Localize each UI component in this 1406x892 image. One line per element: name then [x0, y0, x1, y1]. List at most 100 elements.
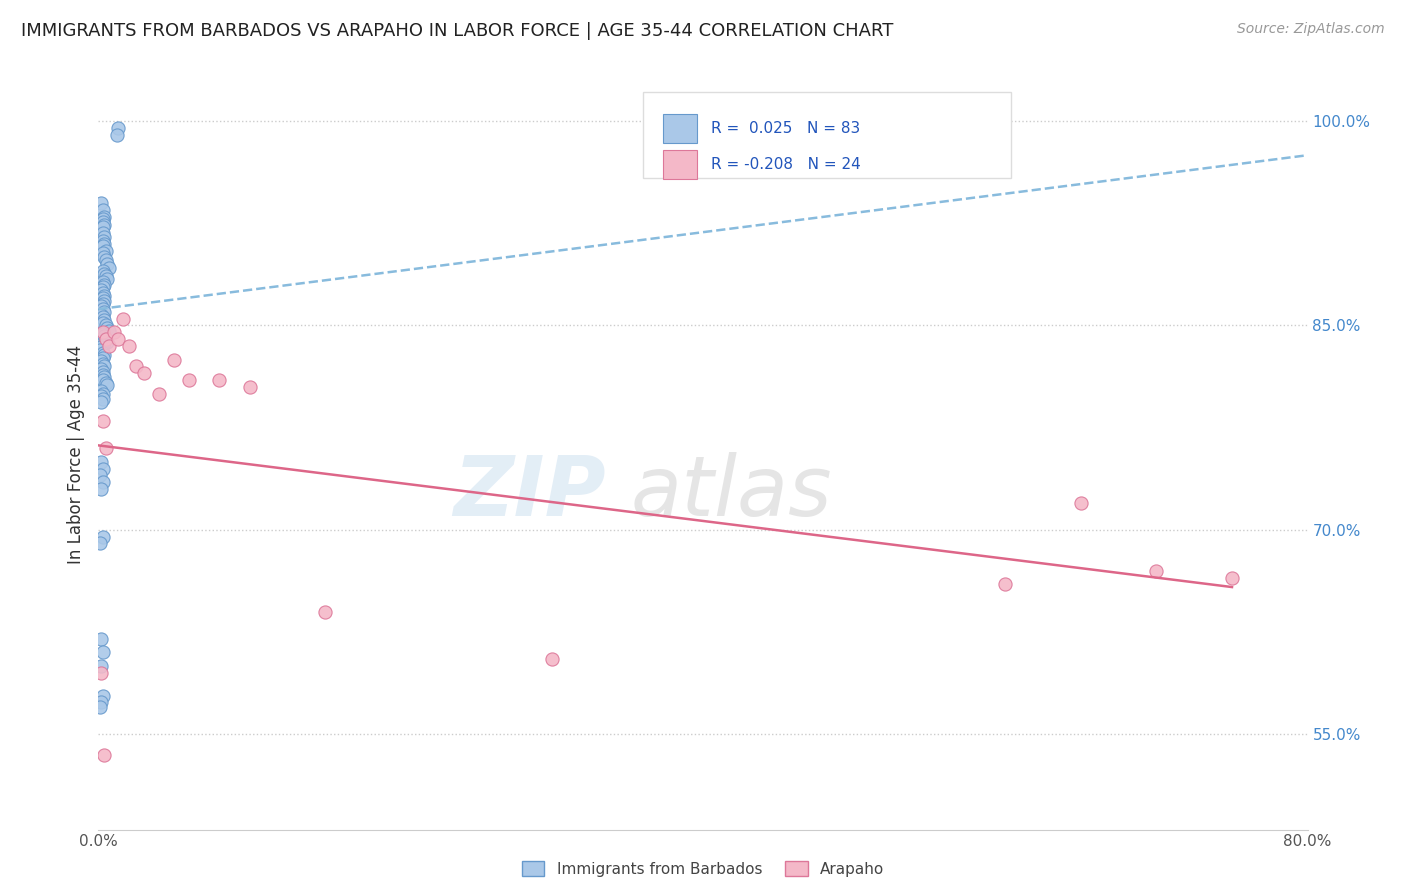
Point — [90, 308, 112, 322]
Point — [90, 482, 112, 496]
Point — [93, 277, 115, 292]
Point — [91, 475, 114, 490]
Point — [90, 694, 112, 708]
Point — [91, 226, 114, 240]
Point — [93, 218, 115, 232]
Point — [90, 665, 112, 680]
Point — [94, 376, 117, 390]
Point — [1144, 564, 1167, 578]
Point — [91, 264, 114, 278]
Point — [93, 349, 115, 363]
Point — [107, 120, 129, 135]
Point — [96, 272, 118, 286]
Point — [90, 354, 112, 368]
Point — [91, 246, 114, 260]
Point — [91, 291, 114, 305]
Text: ZIP: ZIP — [454, 452, 606, 533]
Point — [90, 389, 112, 403]
Point — [93, 236, 115, 251]
Text: IMMIGRANTS FROM BARBADOS VS ARAPAHO IN LABOR FORCE | AGE 35-44 CORRELATION CHART: IMMIGRANTS FROM BARBADOS VS ARAPAHO IN L… — [21, 22, 893, 40]
Point — [540, 652, 562, 666]
Point — [90, 340, 112, 354]
Point — [91, 285, 114, 300]
FancyBboxPatch shape — [643, 92, 1011, 178]
Point — [91, 302, 114, 317]
Point — [91, 326, 114, 341]
Point — [91, 234, 114, 248]
Point — [93, 359, 115, 374]
Point — [91, 239, 114, 253]
Point — [94, 332, 117, 346]
Point — [118, 339, 141, 353]
Point — [90, 283, 112, 297]
Point — [93, 313, 115, 327]
Point — [91, 337, 114, 351]
Point — [91, 275, 114, 289]
Point — [91, 414, 114, 428]
Point — [91, 326, 114, 340]
Bar — [664, 150, 697, 178]
Point — [91, 645, 114, 659]
Text: atlas: atlas — [630, 452, 832, 533]
Text: R =  0.025   N = 83: R = 0.025 N = 83 — [711, 120, 860, 136]
Point — [91, 351, 114, 366]
Point — [91, 220, 114, 235]
Point — [103, 326, 125, 340]
Point — [179, 373, 201, 387]
Point — [91, 386, 114, 401]
Point — [91, 280, 114, 294]
Point — [89, 536, 111, 550]
Point — [93, 267, 115, 281]
Point — [90, 659, 112, 673]
Point — [1070, 495, 1092, 509]
Point — [90, 455, 112, 469]
Legend: Immigrants from Barbados, Arapaho: Immigrants from Barbados, Arapaho — [513, 853, 893, 884]
Point — [93, 329, 115, 343]
Text: Source: ZipAtlas.com: Source: ZipAtlas.com — [1237, 22, 1385, 37]
Point — [93, 293, 115, 308]
Point — [96, 378, 118, 392]
Point — [105, 128, 128, 142]
Point — [93, 210, 115, 224]
Point — [91, 373, 114, 387]
Point — [132, 366, 155, 380]
Y-axis label: In Labor Force | Age 35-44: In Labor Force | Age 35-44 — [66, 345, 84, 565]
Point — [111, 311, 134, 326]
Point — [314, 605, 336, 619]
Point — [94, 253, 117, 268]
Point — [93, 288, 115, 302]
Point — [90, 300, 112, 314]
Point — [91, 296, 114, 310]
Point — [93, 251, 115, 265]
Point — [90, 394, 112, 409]
Point — [91, 212, 114, 227]
Point — [90, 632, 112, 646]
Point — [239, 380, 262, 394]
Point — [94, 244, 117, 258]
Point — [91, 365, 114, 379]
Point — [90, 362, 112, 376]
Point — [89, 700, 111, 714]
Point — [94, 318, 117, 333]
Point — [93, 370, 115, 384]
Point — [91, 392, 114, 406]
Point — [91, 202, 114, 217]
Point — [93, 747, 115, 762]
Point — [91, 689, 114, 703]
Point — [107, 332, 129, 346]
Point — [98, 324, 121, 338]
Point — [91, 368, 114, 382]
Point — [208, 373, 231, 387]
Point — [94, 269, 117, 284]
Bar — [664, 114, 697, 143]
Point — [93, 230, 115, 244]
Point — [91, 316, 114, 330]
Point — [98, 261, 121, 276]
Point — [91, 310, 114, 325]
Point — [96, 334, 118, 349]
Point — [94, 332, 117, 346]
Point — [91, 530, 114, 544]
Point — [94, 441, 117, 455]
Text: R = -0.208   N = 24: R = -0.208 N = 24 — [711, 157, 862, 172]
Point — [91, 461, 114, 475]
